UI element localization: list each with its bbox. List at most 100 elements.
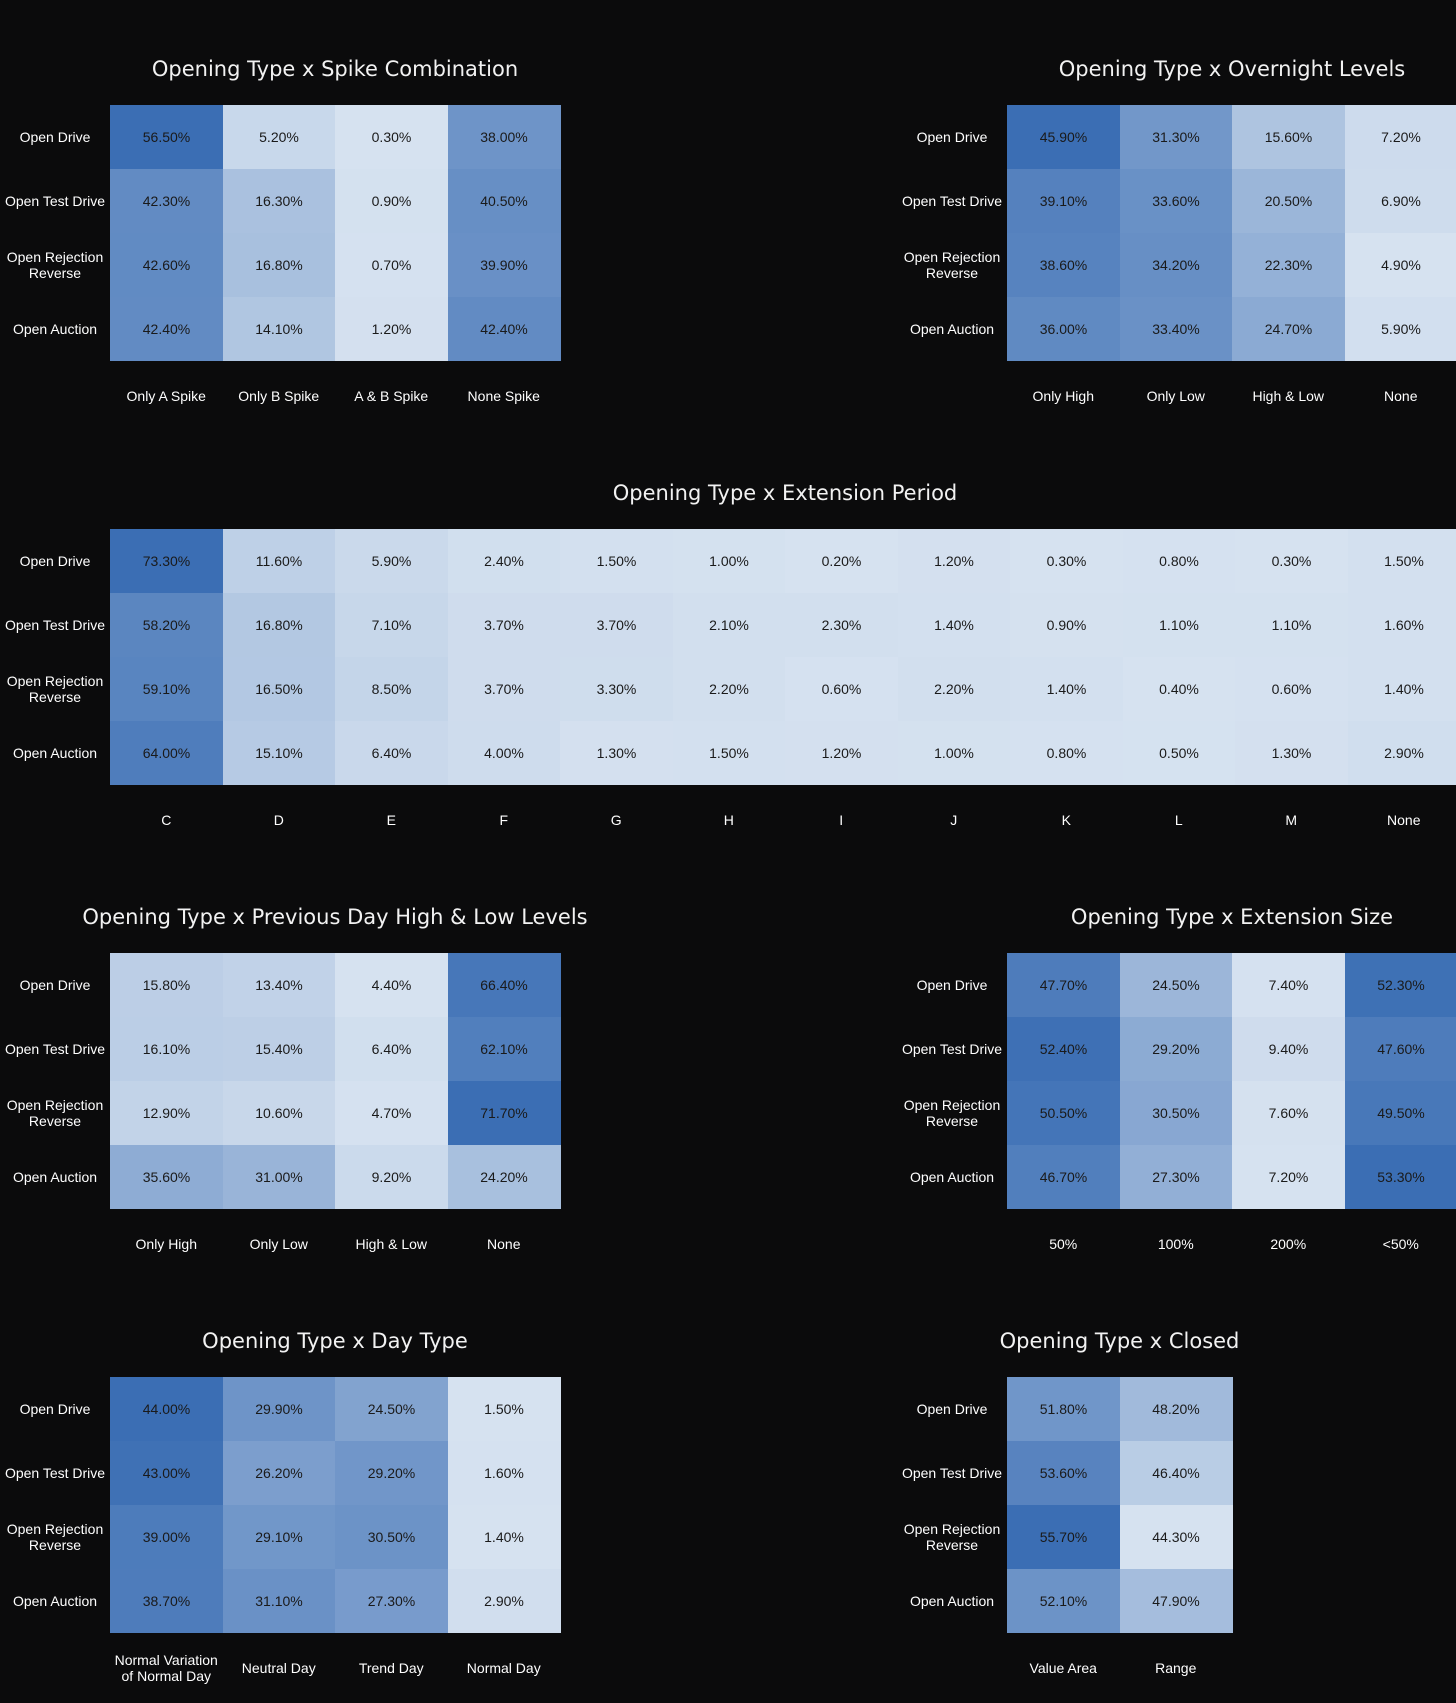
heatmap-cell: 4.70% xyxy=(335,1081,448,1145)
heatmap-cell: 42.40% xyxy=(448,297,561,361)
row-label-open-auction: Open Auction xyxy=(897,297,1007,361)
heatmap-cell: 59.10% xyxy=(110,657,223,721)
heatmap-cell: 16.50% xyxy=(223,657,336,721)
heatmap-cell: 16.80% xyxy=(223,593,336,657)
heatmap-cell: 7.40% xyxy=(1232,953,1345,1017)
heatmap-cell: 7.20% xyxy=(1232,1145,1345,1209)
column-label-none: None xyxy=(448,1209,561,1279)
chart-title: Opening Type x Extension Size xyxy=(1071,898,1393,936)
row-label-open-auction: Open Auction xyxy=(0,1569,110,1633)
heatmap-cell: 15.10% xyxy=(223,721,336,785)
heatmap-cell: 39.00% xyxy=(110,1505,223,1569)
heatmap-cell: 16.10% xyxy=(110,1017,223,1081)
chart-title: Opening Type x Day Type xyxy=(202,1322,468,1360)
heatmap-cell: 5.90% xyxy=(335,529,448,593)
row-label-open-drive: Open Drive xyxy=(0,953,110,1017)
heatmap-cell: 7.10% xyxy=(335,593,448,657)
heatmap-cell: 29.10% xyxy=(223,1505,336,1569)
column-label-k: K xyxy=(1010,785,1123,855)
heatmap-cell: 30.50% xyxy=(335,1505,448,1569)
column-label-200pct: 200% xyxy=(1232,1209,1345,1279)
heatmap-cell: 42.40% xyxy=(110,297,223,361)
row-label-open-test-drive: Open Test Drive xyxy=(0,1441,110,1505)
heatmap-cell: 24.50% xyxy=(1120,953,1233,1017)
heatmap-cell: 50.50% xyxy=(1007,1081,1120,1145)
heatmap-cell: 2.20% xyxy=(673,657,786,721)
heatmap-cell: 1.60% xyxy=(448,1441,561,1505)
heatmap-cell: 40.50% xyxy=(448,169,561,233)
heatmap-cell: 27.30% xyxy=(335,1569,448,1633)
chart-title: Opening Type x Closed xyxy=(1000,1322,1240,1360)
column-label-m: M xyxy=(1235,785,1348,855)
heatmap-cell: 62.10% xyxy=(448,1017,561,1081)
heatmap-cell: 4.00% xyxy=(448,721,561,785)
heatmap-cell: 1.00% xyxy=(898,721,1011,785)
heatmap-cell: 38.60% xyxy=(1007,233,1120,297)
heatmap-cell: 33.60% xyxy=(1120,169,1233,233)
heatmap-cell: 1.20% xyxy=(898,529,1011,593)
row-label-open-auction: Open Auction xyxy=(897,1569,1007,1633)
column-label-50pct: 50% xyxy=(1007,1209,1120,1279)
column-label-none: None xyxy=(1345,361,1456,431)
heatmap-cell: 15.60% xyxy=(1232,105,1345,169)
heatmap-cell: 1.00% xyxy=(673,529,786,593)
heatmap-cell: 39.10% xyxy=(1007,169,1120,233)
column-label-a-and-b-spike: A & B Spike xyxy=(335,361,448,431)
heatmap-cell: 0.60% xyxy=(1235,657,1348,721)
heatmap-cell: 12.90% xyxy=(110,1081,223,1145)
heatmap-cell: 4.40% xyxy=(335,953,448,1017)
heatmap-cell: 1.20% xyxy=(785,721,898,785)
heatmap-cell: 73.30% xyxy=(110,529,223,593)
heatmap-cell: 13.40% xyxy=(223,953,336,1017)
column-label-normal-day: Normal Day xyxy=(448,1633,561,1703)
heatmap-cell: 0.80% xyxy=(1010,721,1123,785)
heatmap-cell: 2.90% xyxy=(1348,721,1456,785)
heatmap-cell: 5.20% xyxy=(223,105,336,169)
heatmap-cell: 22.30% xyxy=(1232,233,1345,297)
heatmap-cell: 6.90% xyxy=(1345,169,1456,233)
heatmap-cell: 16.80% xyxy=(223,233,336,297)
heatmap-cell: 1.10% xyxy=(1123,593,1236,657)
heatmap-cell: 47.70% xyxy=(1007,953,1120,1017)
heatmap-cell: 0.30% xyxy=(1010,529,1123,593)
heatmap-cell: 0.30% xyxy=(335,105,448,169)
heatmap-cell: 0.90% xyxy=(335,169,448,233)
heatmap-cell: 9.40% xyxy=(1232,1017,1345,1081)
column-label-only-high: Only High xyxy=(1007,361,1120,431)
heatmap-cell: 8.50% xyxy=(335,657,448,721)
heatmap-cell: 9.20% xyxy=(335,1145,448,1209)
heatmap-cell: 53.60% xyxy=(1007,1441,1120,1505)
heatmap-cell: 33.40% xyxy=(1120,297,1233,361)
heatmap-cell: 51.80% xyxy=(1007,1377,1120,1441)
chart-title: Opening Type x Previous Day High & Low L… xyxy=(82,898,587,936)
row-label-open-rejection-reverse: Open Rejection Reverse xyxy=(0,1505,110,1569)
row-label-open-rejection-reverse: Open Rejection Reverse xyxy=(897,233,1007,297)
chart-title: Opening Type x Extension Period xyxy=(613,474,958,512)
row-label-open-auction: Open Auction xyxy=(897,1145,1007,1209)
row-label-open-auction: Open Auction xyxy=(0,1145,110,1209)
heatmap-cell: 0.20% xyxy=(785,529,898,593)
heatmap-cell: 15.40% xyxy=(223,1017,336,1081)
heatmap-cell: 47.60% xyxy=(1345,1017,1456,1081)
heatmap-cell: 38.00% xyxy=(448,105,561,169)
heatmap-cell: 1.40% xyxy=(1348,657,1456,721)
column-label-only-low: Only Low xyxy=(1120,361,1233,431)
heatmap-cell: 0.30% xyxy=(1235,529,1348,593)
row-label-open-auction: Open Auction xyxy=(0,721,110,785)
row-label-open-test-drive: Open Test Drive xyxy=(0,593,110,657)
heatmap-cell: 71.70% xyxy=(448,1081,561,1145)
heatmap-cell: 0.80% xyxy=(1123,529,1236,593)
heatmap-cell: 2.20% xyxy=(898,657,1011,721)
column-label-l: L xyxy=(1123,785,1236,855)
column-label-none-spike: None Spike xyxy=(448,361,561,431)
column-label-f: F xyxy=(448,785,561,855)
heatmap-cell: 64.00% xyxy=(110,721,223,785)
heatmap-cell: 0.70% xyxy=(335,233,448,297)
heatmap-cell: 1.40% xyxy=(898,593,1011,657)
column-label-none: None xyxy=(1348,785,1456,855)
heatmap-cell: 42.30% xyxy=(110,169,223,233)
heatmap-cell: 3.70% xyxy=(448,657,561,721)
